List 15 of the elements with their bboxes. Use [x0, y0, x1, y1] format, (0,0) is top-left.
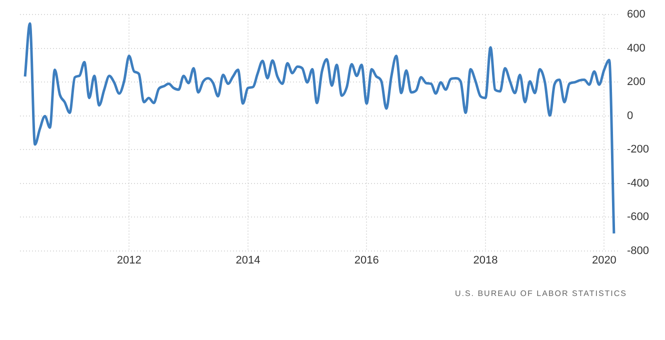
x-tick-label: 2014: [236, 254, 260, 266]
x-tick-label: 2012: [116, 254, 142, 266]
x-tick-label: 2018: [473, 254, 498, 266]
y-tick-label: 600: [626, 8, 646, 21]
text: U.S. BUREAU OF LABOR STATISTICS: [454, 289, 627, 298]
y-tick-label: -400: [626, 177, 650, 190]
y-tick-label: 0: [626, 110, 634, 122]
y-tick-label: 200: [626, 76, 646, 88]
y-tick-label: -200: [626, 144, 650, 156]
y-tick-label: -600: [626, 211, 650, 224]
y-tick-label: 400: [626, 42, 646, 54]
x-tick-label: 2020: [592, 254, 616, 266]
line-series: [24, 22, 616, 235]
x-tick-label: 2016: [354, 254, 379, 266]
y-tick-label: -800: [626, 244, 650, 257]
